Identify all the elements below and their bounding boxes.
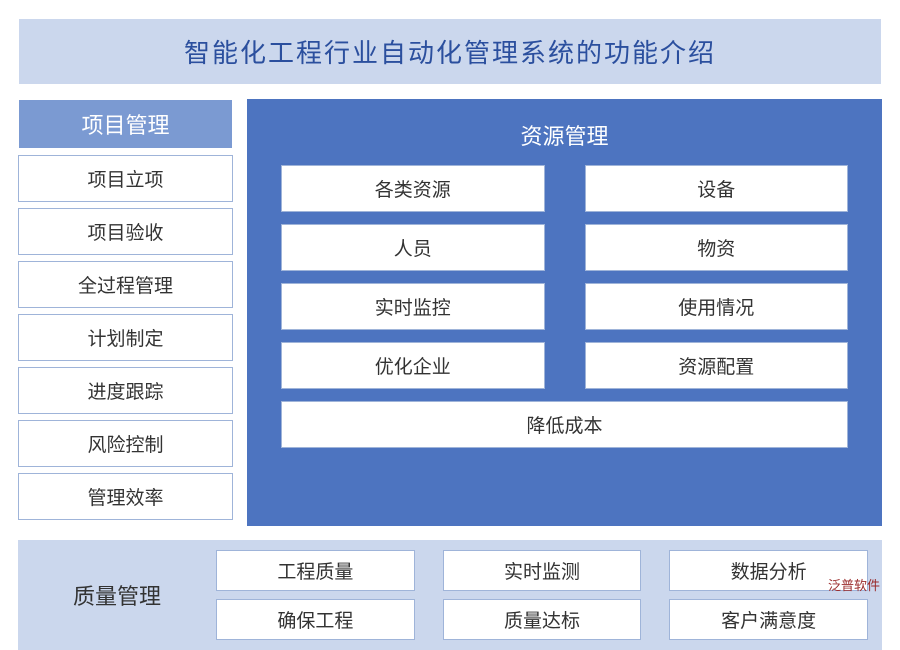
right-panel: 资源管理 各类资源 设备 人员 物资 实时监控 使用情况 优化企业 资源配置 降… xyxy=(247,99,882,526)
bottom-cell: 质量达标 xyxy=(443,599,642,640)
left-header: 项目管理 xyxy=(18,99,233,149)
grid-cell: 各类资源 xyxy=(281,165,545,212)
right-header: 资源管理 xyxy=(263,113,866,165)
left-item: 全过程管理 xyxy=(18,261,233,308)
left-item: 项目验收 xyxy=(18,208,233,255)
right-grid: 各类资源 设备 人员 物资 实时监控 使用情况 优化企业 资源配置 降低成本 xyxy=(263,165,866,448)
grid-cell: 使用情况 xyxy=(585,283,849,330)
bottom-grid: 工程质量 实时监测 数据分析 确保工程 质量达标 客户满意度 xyxy=(216,550,868,640)
main-row: 项目管理 项目立项 项目验收 全过程管理 计划制定 进度跟踪 风险控制 管理效率… xyxy=(18,99,882,526)
bottom-label: 质量管理 xyxy=(32,579,202,611)
left-item: 计划制定 xyxy=(18,314,233,361)
grid-cell: 物资 xyxy=(585,224,849,271)
grid-cell-full: 降低成本 xyxy=(281,401,848,448)
left-item: 进度跟踪 xyxy=(18,367,233,414)
watermark-text: 泛普软件 xyxy=(828,575,880,594)
bottom-row: 质量管理 工程质量 实时监测 数据分析 确保工程 质量达标 客户满意度 xyxy=(18,540,882,650)
bottom-cell: 工程质量 xyxy=(216,550,415,591)
title-bar: 智能化工程行业自动化管理系统的功能介绍 xyxy=(18,18,882,85)
page-title: 智能化工程行业自动化管理系统的功能介绍 xyxy=(184,38,716,68)
grid-cell: 人员 xyxy=(281,224,545,271)
left-item: 管理效率 xyxy=(18,473,233,520)
left-item: 项目立项 xyxy=(18,155,233,202)
grid-cell: 优化企业 xyxy=(281,342,545,389)
left-column: 项目管理 项目立项 项目验收 全过程管理 计划制定 进度跟踪 风险控制 管理效率 xyxy=(18,99,233,526)
bottom-cell: 客户满意度 xyxy=(669,599,868,640)
grid-cell: 资源配置 xyxy=(585,342,849,389)
bottom-cell: 确保工程 xyxy=(216,599,415,640)
grid-cell: 设备 xyxy=(585,165,849,212)
grid-cell: 实时监控 xyxy=(281,283,545,330)
bottom-cell: 实时监测 xyxy=(443,550,642,591)
left-item: 风险控制 xyxy=(18,420,233,467)
